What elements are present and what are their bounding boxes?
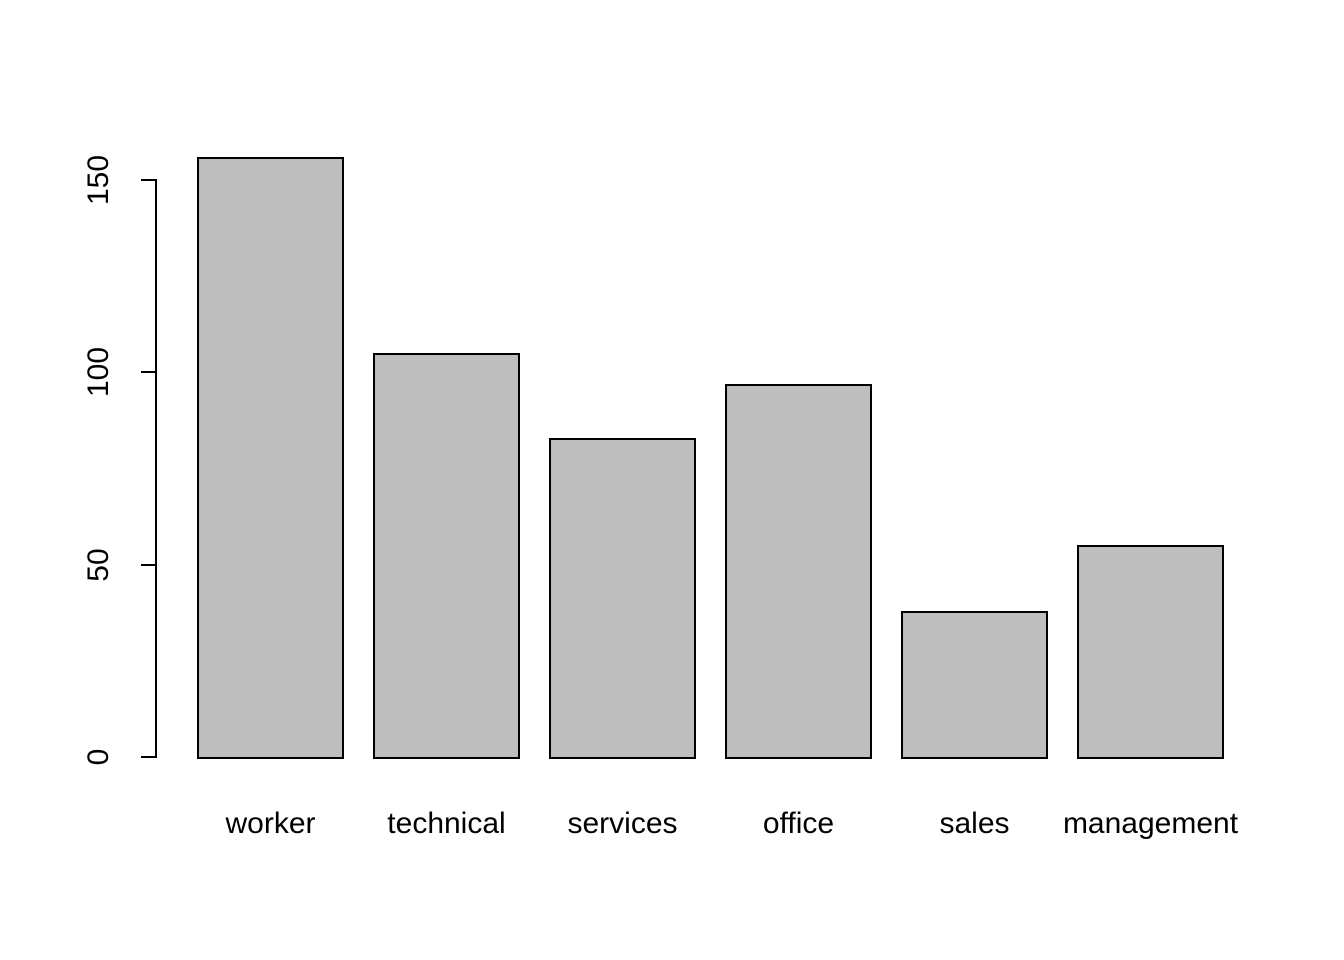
bar-management [1077,545,1224,759]
x-category-label-services: services [567,807,678,840]
bar-technical [373,353,520,759]
bar-worker [197,156,344,759]
y-tick-label: 150 [82,154,115,206]
y-tick-mark [141,179,157,181]
bar-sales [901,610,1048,759]
y-tick-label: 50 [82,547,115,582]
y-tick-mark [141,756,157,758]
x-category-label-management: management [1062,807,1239,840]
x-category-label-worker: worker [225,807,316,840]
bar-office [725,383,872,759]
bar-services [549,437,696,759]
x-category-label-sales: sales [939,807,1010,840]
x-category-label-office: office [762,807,835,840]
y-tick-mark [141,563,157,566]
y-tick-label: 0 [82,748,115,766]
y-tick-mark [141,371,157,374]
y-tick-label: 100 [82,347,115,398]
x-category-label-technical: technical [387,807,506,840]
y-axis-line [155,179,157,758]
